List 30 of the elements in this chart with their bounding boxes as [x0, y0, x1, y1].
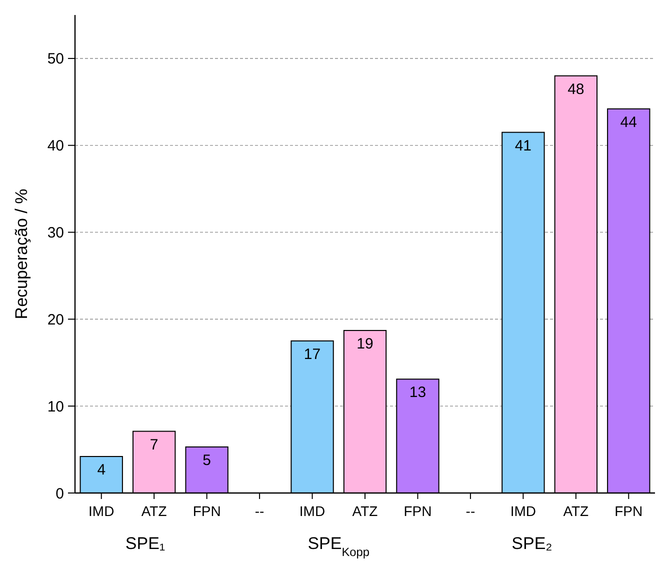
- data-label: 48: [568, 80, 584, 98]
- data-label: 13: [409, 384, 426, 402]
- x-tick-label: FPN: [404, 503, 432, 519]
- data-label: 7: [150, 436, 158, 454]
- data-label: 5: [202, 452, 211, 469]
- x-tick-label: FPN: [614, 503, 643, 519]
- x-tick-label: FPN: [192, 503, 221, 519]
- y-tick-label: 40: [47, 138, 64, 155]
- x-tick-label: IMD: [88, 503, 114, 519]
- y-tick-label: 10: [47, 398, 64, 416]
- data-label: 4: [97, 462, 106, 478]
- x-tick-label: ATZ: [563, 503, 590, 519]
- y-tick-label: 50: [47, 50, 64, 68]
- y-tick-label: 0: [56, 485, 64, 502]
- data-label: 44: [620, 114, 637, 131]
- text: SPE$_{Kopp}$: [308, 534, 370, 559]
- data-label: 41: [514, 137, 532, 154]
- data-label: 17: [304, 346, 321, 363]
- text: SPE₁: [125, 534, 166, 553]
- text: SPE₂: [512, 534, 552, 553]
- x-tick-label: ATZ: [141, 503, 168, 519]
- x-tick-label: --: [466, 503, 476, 519]
- x-tick-label: IMD: [299, 503, 326, 519]
- y-axis-title: Recuperação / %: [12, 188, 31, 320]
- x-tick-label: --: [254, 503, 265, 519]
- x-tick-label: ATZ: [352, 503, 378, 519]
- x-tick-label: IMD: [510, 503, 536, 519]
- y-tick-label: 20: [47, 311, 64, 328]
- y-tick-label: 30: [47, 224, 64, 242]
- data-label: 19: [356, 335, 374, 352]
